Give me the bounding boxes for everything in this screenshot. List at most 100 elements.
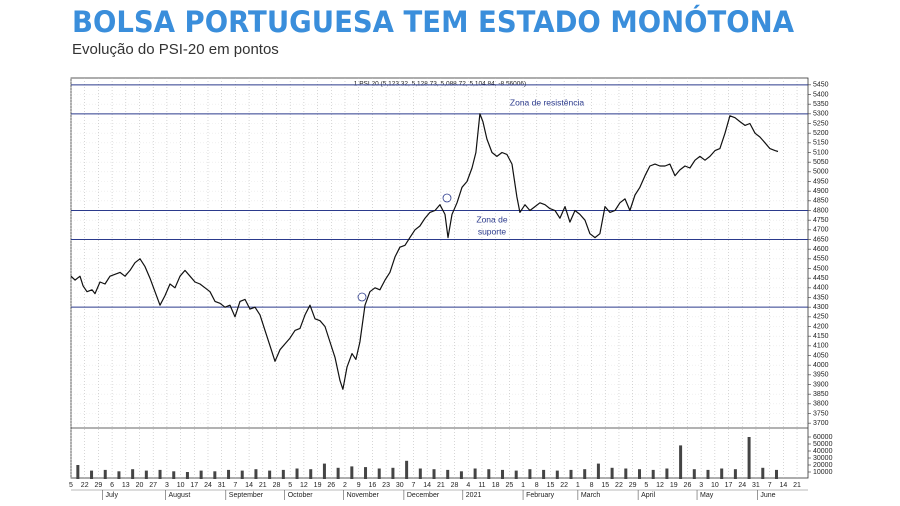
month-label: October [288,492,314,499]
volume-bar [569,469,573,479]
x-tick-label: 29 [94,482,102,489]
y2-tick-label: 20000 [813,462,833,469]
x-tick-label: 28 [273,482,281,489]
x-tick-label: 20 [136,482,144,489]
y-tick-label: 4950 [813,178,829,185]
x-tick-label: 10 [177,482,185,489]
month-label: September [229,492,264,499]
volume-bar [377,468,381,479]
chart-subtitle: Evolução do PSI-20 em pontos [72,41,279,58]
volume-bar [528,469,532,479]
volume-bar [254,469,258,479]
volume-bar [459,471,463,479]
x-tick-label: 14 [423,482,431,489]
x-tick-label: 31 [752,482,760,489]
volume-bar [651,469,655,479]
annotation: Zona de resistência [510,97,584,107]
y-tick-label: 5150 [813,140,829,147]
y-tick-label: 5050 [813,159,829,166]
y-tick-label: 4400 [813,285,829,292]
month-label: May [700,492,714,499]
y-tick-label: 4450 [813,275,829,282]
volume-bar [679,445,683,479]
x-tick-label: 23 [382,482,390,489]
x-tick-label: 18 [492,482,500,489]
x-tick-label: 19 [314,482,322,489]
x-tick-label: 22 [81,482,89,489]
y-tick-label: 4150 [813,333,829,340]
month-label: August [169,492,191,499]
y-tick-label: 4200 [813,323,829,330]
y2-tick-label: 40000 [813,448,833,455]
x-tick-label: 26 [684,482,692,489]
volume-bar [706,469,710,479]
y-tick-label: 3750 [813,410,829,417]
y-tick-label: 5400 [813,91,829,98]
price-line [70,113,779,390]
x-tick-label: 7 [412,482,416,489]
x-tick-label: 16 [368,482,376,489]
y-tick-label: 4600 [813,246,829,253]
volume-bar [487,469,491,479]
y-tick-label: 4100 [813,343,829,350]
volume-bar [131,469,135,479]
volume-bar [391,467,395,479]
volume-bar [336,467,340,479]
volume-bar [638,469,642,479]
annotation: Zona de [476,214,507,224]
x-tick-label: 28 [451,482,459,489]
y-tick-label: 4700 [813,227,829,234]
volume-bar [405,460,409,479]
chart-title: BOLSA PORTUGUESA TEM ESTADO MONÓTONA [72,5,795,39]
volume-bar [240,470,244,479]
y-tick-label: 4050 [813,352,829,359]
y-tick-label: 5000 [813,169,829,176]
x-tick-label: 3 [699,482,703,489]
volume-bar [227,469,231,479]
y-tick-label: 4750 [813,217,829,224]
annotation: suporte [478,226,507,236]
x-tick-label: 7 [233,482,237,489]
x-tick-label: 17 [190,482,198,489]
x-tick-label: 11 [478,482,485,489]
x-tick-label: 24 [738,482,746,489]
month-label: June [760,492,775,499]
x-tick-label: 14 [245,482,253,489]
volume-bar [542,469,546,479]
volume-bar [158,469,162,479]
month-label: April [641,492,655,499]
x-tick-label: 22 [615,482,623,489]
y-tick-label: 4500 [813,265,829,272]
x-tick-label: 2 [343,482,347,489]
month-label: 2021 [466,492,482,499]
volume-bar [172,471,176,479]
x-tick-label: 1 [521,482,525,489]
volume-bar [418,468,422,479]
volume-bar [583,469,587,479]
month-label: November [347,492,380,499]
x-tick-label: 25 [505,482,513,489]
y-tick-label: 4800 [813,207,829,214]
volume-bar [185,472,189,479]
volume-bar [364,467,368,479]
x-tick-label: 5 [288,482,292,489]
volume-bar [90,470,94,479]
x-tick-label: 19 [670,482,678,489]
x-tick-label: 3 [165,482,169,489]
y2-tick-label: 10000 [813,469,833,476]
volume-bar [665,468,669,479]
y2-tick-label: 50000 [813,441,833,448]
x-tick-label: 12 [300,482,308,489]
volume-bar [144,470,148,479]
x-tick-label: 8 [590,482,594,489]
y-tick-label: 4850 [813,198,829,205]
x-tick-label: 5 [644,482,648,489]
x-tick-label: 21 [793,482,801,489]
x-tick-label: 13 [122,482,130,489]
volume-bar [774,469,778,479]
y-tick-label: 3850 [813,391,829,398]
volume-bar [103,469,107,479]
volume-bar [514,470,518,479]
y-tick-label: 4000 [813,362,829,369]
